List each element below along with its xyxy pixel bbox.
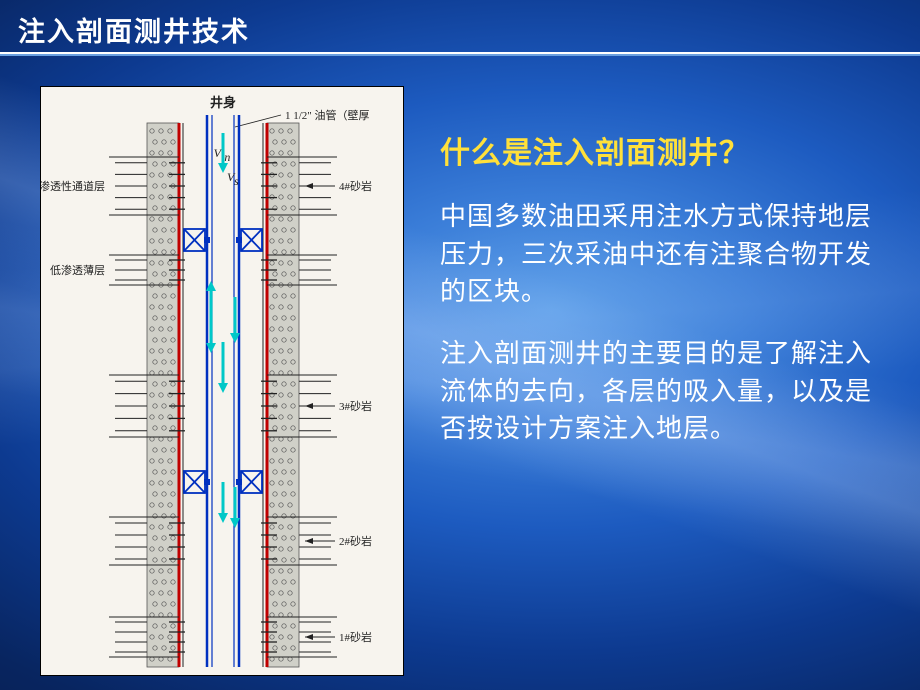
svg-text:1 1/2" 油管（壁厚: 1 1/2" 油管（壁厚 xyxy=(285,108,370,122)
paragraph-1: 中国多数油田采用注水方式保持地层压力，三次采油中还有注聚合物开发的区块。 xyxy=(440,198,890,311)
text-column: 什么是注入剖面测井？ 中国多数油田采用注水方式保持地层压力，三次采油中还有注聚合… xyxy=(440,128,890,472)
svg-text:2#砂岩: 2#砂岩 xyxy=(339,534,372,548)
svg-text:低渗透薄层: 低渗透薄层 xyxy=(50,263,105,277)
title-underline xyxy=(0,52,920,56)
svg-text:高渗透性通道层: 高渗透性通道层 xyxy=(41,179,105,193)
svg-text:4#砂岩: 4#砂岩 xyxy=(339,179,372,193)
svg-text:井身: 井身 xyxy=(210,95,236,110)
well-diagram: 井身1 1/2" 油管（壁厚VinVs4#砂岩高渗透性通道层低渗透薄层3#砂岩2… xyxy=(40,86,404,676)
paragraph-2: 注入剖面测井的主要目的是了解注入流体的去向，各层的吸入量，以及是否按设计方案注入… xyxy=(440,335,890,448)
svg-text:3#砂岩: 3#砂岩 xyxy=(339,399,372,413)
svg-text:s: s xyxy=(234,174,239,188)
content-area: 井身1 1/2" 油管（壁厚VinVs4#砂岩高渗透性通道层低渗透薄层3#砂岩2… xyxy=(0,72,920,690)
svg-text:1#砂岩: 1#砂岩 xyxy=(339,630,372,644)
question-heading: 什么是注入剖面测井？ xyxy=(440,128,890,172)
slide-title: 注入剖面测井技术 xyxy=(18,10,250,49)
